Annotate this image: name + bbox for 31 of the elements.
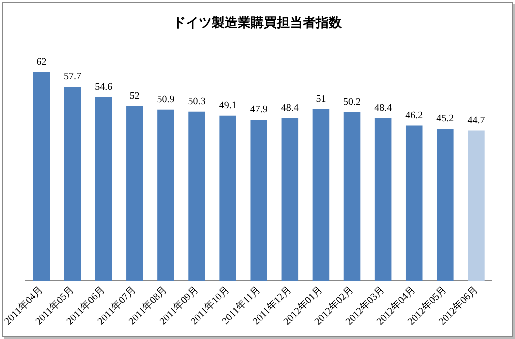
bar [437, 129, 454, 282]
data-label: 47.9 [250, 104, 268, 116]
bar [344, 112, 361, 282]
data-label: 57.7 [64, 72, 82, 83]
data-label: 49.1 [219, 100, 237, 112]
data-label: 51 [316, 94, 326, 106]
data-label: 44.7 [468, 115, 486, 126]
data-label: 52 [130, 90, 140, 102]
data-label: 45.2 [436, 114, 454, 125]
data-label: 50.9 [157, 94, 175, 106]
data-label: 54.6 [95, 82, 113, 94]
bar [312, 110, 330, 282]
bar [158, 110, 174, 282]
data-label: 46.2 [406, 110, 424, 122]
bar [126, 106, 144, 282]
data-label: 48.4 [374, 102, 392, 114]
bar [220, 116, 236, 282]
data-label: 50.3 [188, 96, 206, 108]
bar [282, 118, 299, 282]
data-label: 48.4 [281, 102, 299, 114]
bar [250, 120, 268, 282]
bar [64, 86, 82, 282]
bar [374, 118, 392, 282]
bar [95, 97, 112, 282]
bar [468, 130, 485, 282]
bar [33, 72, 50, 282]
chart-title: ドイツ製造業購買担当者指数 [173, 15, 343, 30]
data-label: 62 [36, 57, 47, 68]
bar [188, 112, 206, 282]
data-label: 50.2 [344, 96, 362, 108]
bar [406, 126, 423, 282]
